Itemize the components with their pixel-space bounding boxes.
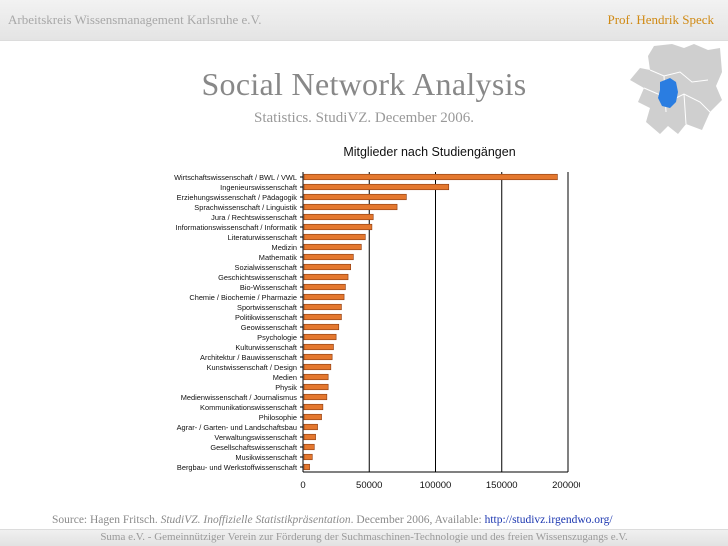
category-label: Chemie / Biochemie / Pharmazie <box>189 293 297 302</box>
bar <box>303 223 373 231</box>
bar <box>303 273 349 281</box>
chart-title: Mitglieder nach Studiengängen <box>343 145 515 159</box>
category-label: Wirtschaftswissenschaft / BWL / VWL <box>174 173 297 182</box>
bar <box>303 353 333 361</box>
bar <box>303 283 346 291</box>
bar <box>303 393 328 401</box>
footer-bar <box>0 530 728 546</box>
category-label: Medien <box>273 373 297 382</box>
source-citation: Source: Hagen Fritsch. StudiVZ. Inoffizi… <box>52 514 613 526</box>
category-label: Mathematik <box>259 253 298 262</box>
bar <box>303 443 315 451</box>
x-tick-label: 0 <box>300 480 305 491</box>
header-bar: Arbeitskreis Wissensmanagement Karlsruhe… <box>0 0 728 40</box>
category-label: Literaturwissenschaft <box>228 233 297 242</box>
source-prefix: Source: Hagen Fritsch. <box>52 514 161 526</box>
source-suffix: . December 2006, Available: <box>350 514 485 526</box>
bar <box>303 373 329 381</box>
bar <box>303 203 398 211</box>
category-label: Agrar- / Garten- und Landschaftsbau <box>177 423 297 432</box>
category-label: Verwaltungswissenschaft <box>214 433 297 442</box>
footer-divider <box>0 529 728 530</box>
bar <box>303 413 322 421</box>
bar <box>303 313 342 321</box>
category-label: Psychologie <box>257 333 297 342</box>
bar <box>303 333 337 341</box>
category-label: Physik <box>275 383 297 392</box>
bar <box>303 403 324 411</box>
bar <box>303 293 345 301</box>
category-label: Politikwissenschaft <box>235 313 297 322</box>
source-work: StudiVZ. Inoffizielle Statistikpräsentat… <box>160 514 351 526</box>
x-tick-label: 50000 <box>356 480 382 491</box>
bar <box>303 453 313 461</box>
bar <box>303 233 366 241</box>
members-by-field-chart: Mitglieder nach Studiengängen 0 50000 10000… <box>174 145 580 491</box>
category-label: Musikwissenschaft <box>235 453 297 462</box>
bar <box>303 213 374 221</box>
header-divider <box>0 40 728 41</box>
category-label: Architektur / Bauwissenschaft <box>200 353 297 362</box>
x-tick-label: 150000 <box>486 480 518 491</box>
bar <box>303 363 332 371</box>
category-label: Kommunikationswissenschaft <box>200 403 297 412</box>
x-tick-label: 200000 <box>552 480 580 491</box>
category-label: Bergbau- und Werkstoffwissenschaft <box>177 463 297 472</box>
author-name: Prof. Hendrik Speck <box>607 12 714 27</box>
category-label: Jura / Rechtswissenschaft <box>211 213 297 222</box>
category-label: Philosophie <box>259 413 297 422</box>
category-label: Sprachwissenschaft / Linguistik <box>194 203 297 212</box>
category-label: Sportwissenschaft <box>237 303 297 312</box>
category-label: Ingenieurswissenschaft <box>220 183 297 192</box>
category-label: Bio-Wissenschaft <box>240 283 297 292</box>
organization-name: Arbeitskreis Wissensmanagement Karlsruhe… <box>8 12 262 27</box>
bar <box>303 173 558 181</box>
germany-highlight <box>658 78 678 108</box>
x-tick-label: 100000 <box>420 480 452 491</box>
category-label: Medizin <box>272 243 297 252</box>
category-label: Kulturwissenschaft <box>235 343 297 352</box>
map-border-2 <box>643 87 711 113</box>
category-label: Erziehungswissenschaft / Pädagogik <box>177 193 298 202</box>
category-label: Informationswissenschaft / Informatik <box>175 223 297 232</box>
bar <box>303 423 318 431</box>
europe-map-logo <box>630 44 722 134</box>
bar <box>303 323 340 331</box>
bar <box>303 343 334 351</box>
source-link[interactable]: http://studivz.irgendwo.org/ <box>484 514 613 526</box>
slide-subtitle: Statistics. StudiVZ. December 2006. <box>254 110 474 126</box>
bar <box>303 263 352 271</box>
bar <box>303 253 354 261</box>
slide-title: Social Network Analysis <box>201 66 527 102</box>
bar <box>303 243 362 251</box>
bar <box>303 183 450 191</box>
bar <box>303 303 342 311</box>
category-label: Sozialwissenschaft <box>235 263 297 272</box>
category-label: Kunstwissenschaft / Design <box>207 363 297 372</box>
footer-text: Suma e.V. - Gemeinnütziger Verein zur Fö… <box>100 531 628 543</box>
map-border-1 <box>649 69 709 83</box>
category-label: Geschichtswissenschaft <box>218 273 297 282</box>
bar <box>303 463 310 471</box>
bar <box>303 433 316 441</box>
bar <box>303 383 329 391</box>
category-label: Medienwissenschaft / Journalismus <box>181 393 298 402</box>
bar <box>303 193 407 201</box>
category-label: Geowissenschaft <box>241 323 297 332</box>
category-label: Gesellschaftswissenschaft <box>210 443 297 452</box>
